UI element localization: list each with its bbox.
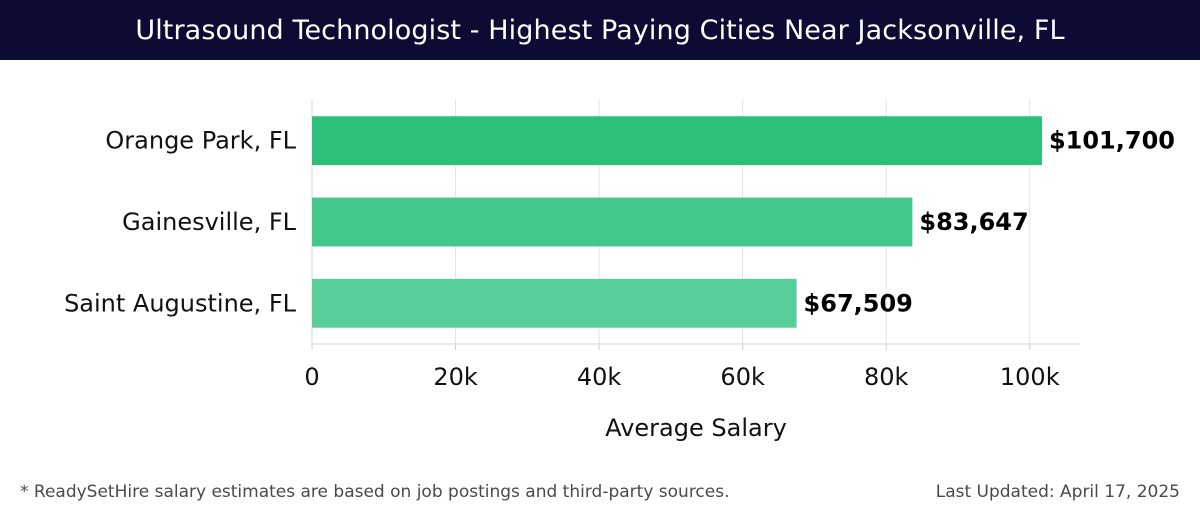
category-labels: Orange Park, FL Gainesville, FL Saint Augu… bbox=[64, 127, 297, 318]
category-label: Saint Augustine, FL bbox=[64, 289, 297, 317]
x-axis-title: Average Salary bbox=[605, 414, 787, 442]
value-labels: $101,700 $83,647 $67,509 bbox=[804, 127, 1175, 318]
bar bbox=[312, 278, 797, 328]
bars bbox=[312, 116, 1042, 328]
bar bbox=[312, 116, 1042, 166]
x-axis-ticks: 0 20k 40k 60k 80k 100k bbox=[304, 363, 1059, 391]
value-label: $67,509 bbox=[804, 289, 913, 317]
value-label: $101,700 bbox=[1049, 127, 1175, 155]
salary-bar-chart: Orange Park, FL Gainesville, FL Saint Augu… bbox=[64, 100, 1175, 442]
chart-title: Ultrasound Technologist - Highest Paying… bbox=[135, 14, 1065, 46]
x-tick-label: 40k bbox=[577, 363, 622, 391]
bar bbox=[312, 197, 913, 247]
x-tick-label: 60k bbox=[720, 363, 765, 391]
x-tick-label: 20k bbox=[433, 363, 478, 391]
chart-header: Ultrasound Technologist - Highest Paying… bbox=[0, 0, 1200, 60]
value-label: $83,647 bbox=[919, 208, 1028, 236]
x-tick-label: 100k bbox=[1000, 363, 1060, 391]
category-label: Orange Park, FL bbox=[105, 127, 296, 155]
footer-note: * ReadySetHire salary estimates are base… bbox=[20, 482, 730, 502]
last-updated-text: Last Updated: April 17, 2025 bbox=[935, 482, 1180, 502]
category-label: Gainesville, FL bbox=[122, 208, 296, 236]
x-tick-label: 80k bbox=[864, 363, 909, 391]
x-tick-label: 0 bbox=[304, 363, 319, 391]
